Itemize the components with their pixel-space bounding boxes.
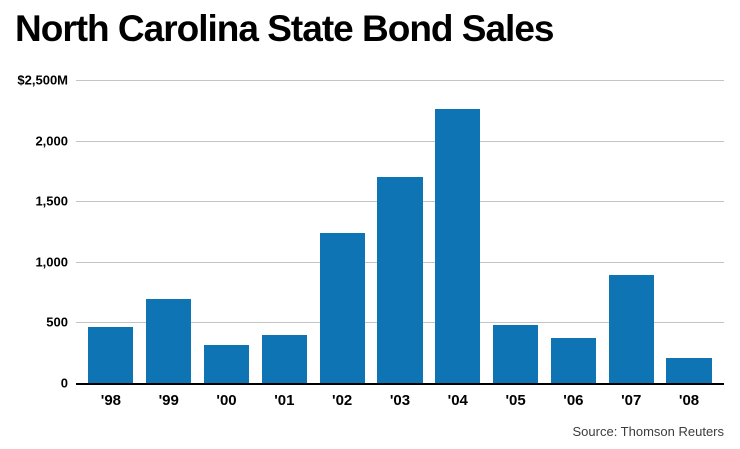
x-tick-label: '06 <box>563 392 584 409</box>
bar-column-04 <box>429 80 487 383</box>
bar-02 <box>319 232 365 383</box>
x-tick-label: '03 <box>389 392 411 409</box>
bar-column-05 <box>487 80 545 383</box>
bar-column-99 <box>140 80 198 383</box>
y-tick-label: 1,500 <box>35 193 68 209</box>
x-tick-label: '99 <box>158 392 179 409</box>
y-axis: $2,500M 2,000 1,500 1,000 500 0 <box>0 73 68 391</box>
x-axis-labels: '98 '99 '00 '01 '02 '03 '04 '05 '06 '07 '08 <box>76 392 724 409</box>
bar-column-06 <box>545 80 603 383</box>
x-tick-label: '00 <box>216 392 237 409</box>
bar-06 <box>550 337 596 383</box>
x-tick-label: '98 <box>100 392 122 409</box>
x-tick-label: '01 <box>274 392 295 409</box>
bar-07 <box>608 275 654 383</box>
y-tick-label: 0 <box>60 375 68 391</box>
bar-99 <box>146 299 192 383</box>
bar-column-02 <box>313 80 371 383</box>
bar-03 <box>377 176 423 383</box>
x-tick-label: '05 <box>505 392 526 409</box>
chart-title: North Carolina State Bond Sales <box>15 8 554 49</box>
bar-column-00 <box>198 80 256 383</box>
x-tick-label: '02 <box>332 392 353 409</box>
x-tick-label: '07 <box>621 392 642 409</box>
source-credit: Source: Thomson Reuters <box>572 424 725 439</box>
x-tick-label: '04 <box>447 392 468 409</box>
bar-column-98 <box>82 80 140 383</box>
plot-area <box>76 80 724 385</box>
x-tick-label: '08 <box>678 392 700 409</box>
bar-01 <box>261 334 307 383</box>
gridline <box>76 140 724 142</box>
bar-04 <box>435 109 481 383</box>
bar-column-03 <box>371 80 429 383</box>
bar-08 <box>666 357 712 383</box>
bar-98 <box>88 327 134 383</box>
bar-column-01 <box>255 80 313 383</box>
bar-00 <box>203 345 250 383</box>
bar-05 <box>493 324 539 383</box>
y-tick-label: $2,500M <box>17 72 68 88</box>
bar-column-08 <box>660 80 718 383</box>
bar-column-07 <box>602 80 660 383</box>
y-tick-label: 500 <box>46 314 68 330</box>
y-tick-label: 1,000 <box>35 254 68 270</box>
gridline <box>76 80 724 81</box>
y-tick-label: 2,000 <box>35 133 68 149</box>
bars-container <box>76 80 724 383</box>
